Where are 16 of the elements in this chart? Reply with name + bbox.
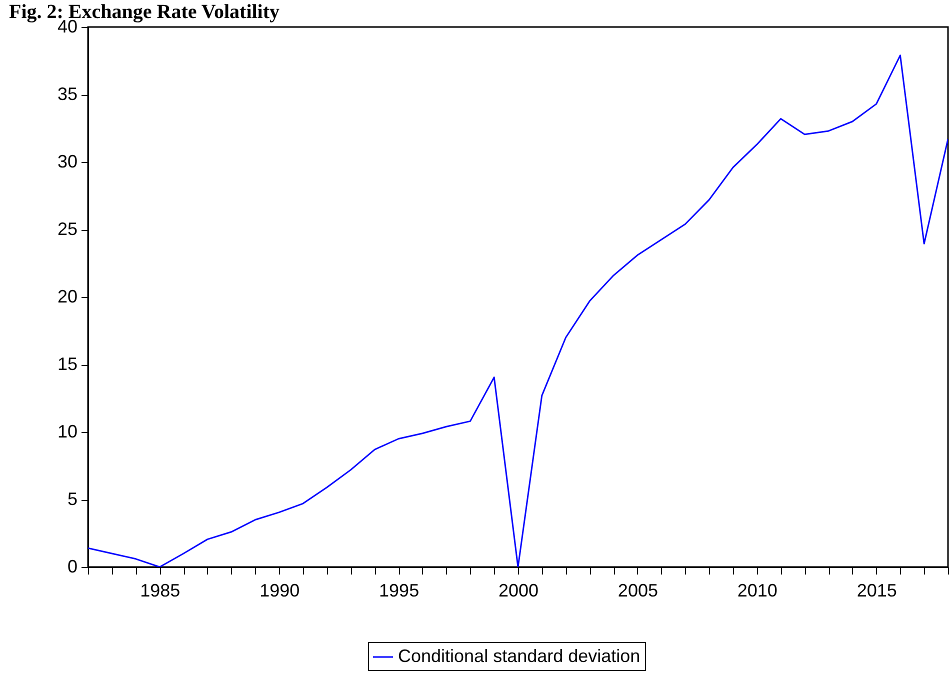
y-tick-label: 15 bbox=[57, 354, 78, 374]
y-tick-label: 35 bbox=[57, 84, 78, 104]
x-tick-label: 2005 bbox=[618, 580, 658, 600]
x-tick-label: 1995 bbox=[379, 580, 420, 600]
y-tick-label: 25 bbox=[57, 219, 78, 239]
y-tick-label: 5 bbox=[67, 489, 78, 509]
legend-label: Conditional standard deviation bbox=[398, 646, 640, 666]
x-tick-label: 2010 bbox=[737, 580, 778, 600]
y-tick-label: 10 bbox=[57, 422, 78, 442]
y-tick-label: 20 bbox=[57, 286, 78, 306]
y-tick-label: 0 bbox=[67, 556, 78, 576]
x-tick-label: 1990 bbox=[260, 580, 300, 600]
x-tick-label: 1985 bbox=[140, 580, 180, 600]
x-tick-label: 2015 bbox=[856, 580, 897, 600]
x-tick-label: 2000 bbox=[498, 580, 539, 600]
y-tick-label: 30 bbox=[57, 152, 78, 172]
